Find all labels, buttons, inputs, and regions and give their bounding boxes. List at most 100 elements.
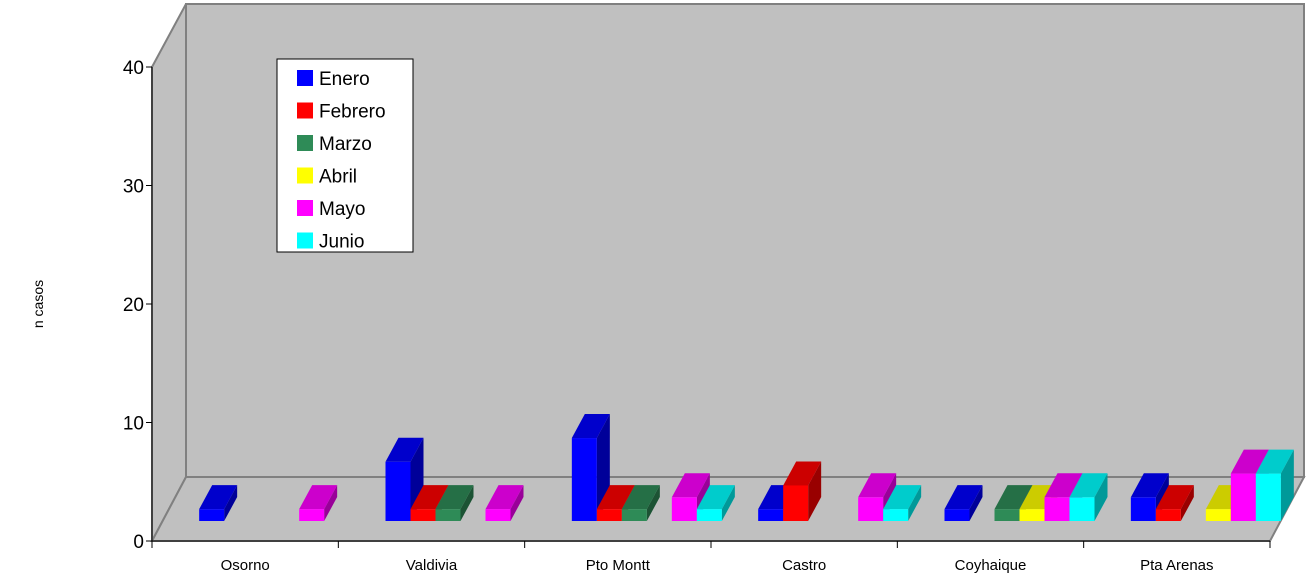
bar-front [671, 497, 697, 521]
bar-top [435, 485, 474, 510]
bar-side [808, 461, 822, 521]
bar-top [199, 485, 238, 510]
x-category-label: Castro [782, 557, 826, 574]
legend-label: Abril [319, 167, 357, 188]
bar-side [721, 485, 735, 521]
x-category-label: Valdivia [406, 557, 458, 574]
bar-top [1155, 485, 1194, 510]
bar-front [485, 509, 511, 521]
y-tick-label: 40 [123, 58, 144, 79]
legend-swatch [297, 232, 313, 249]
bar [571, 414, 610, 521]
bar [883, 485, 922, 521]
bar-front [410, 509, 436, 521]
bar-top [671, 473, 710, 498]
legend: Enero Febrero Marzo Abril Mayo Junio [276, 58, 414, 253]
legend-label: Mayo [319, 199, 365, 220]
bar-front [944, 509, 970, 521]
bar [944, 485, 983, 521]
bar [1255, 449, 1294, 521]
axes: 0 10 20 30 40 Osorno Valdivia Pto Montt Castro Co… [123, 58, 1271, 574]
legend-swatch [297, 70, 313, 86]
bar-side [908, 485, 922, 521]
bar-front [199, 509, 225, 521]
bar [485, 485, 524, 521]
bar-front [385, 461, 411, 521]
bar-front [299, 509, 325, 521]
bar-top [1069, 473, 1108, 498]
legend-swatch [297, 135, 313, 151]
bar-side [1180, 485, 1194, 521]
bar-front [1130, 497, 1156, 521]
bar-front [858, 497, 884, 521]
y-axis-label: n casos [30, 280, 46, 328]
bar [621, 485, 660, 521]
y-tick-label: 10 [123, 414, 144, 435]
bar-front [596, 509, 622, 521]
bar-front [1044, 497, 1070, 521]
legend-label: Junio [319, 232, 364, 253]
bar-top [571, 414, 610, 439]
legend-label: Marzo [319, 134, 372, 155]
bar-front [883, 509, 909, 521]
bar-side [646, 485, 660, 521]
bar-front [696, 509, 722, 521]
bar [783, 461, 822, 521]
bar-front [1255, 473, 1281, 521]
bar [1069, 473, 1108, 521]
bar-top [944, 485, 983, 510]
bar-side [1280, 449, 1294, 521]
bar [1155, 485, 1194, 521]
bar-front [571, 438, 597, 521]
bars [199, 414, 1294, 521]
bar-front [1069, 497, 1095, 521]
x-category-label: Coyhaique [955, 557, 1027, 574]
bar-top [410, 485, 449, 510]
bar-top [1044, 473, 1083, 498]
bar-top [783, 461, 822, 486]
bar-top [1230, 449, 1269, 474]
legend-box [276, 58, 414, 253]
y-tick-label: 20 [123, 295, 144, 316]
y-tick-label: 0 [133, 532, 144, 553]
bar-front [994, 509, 1020, 521]
bar [199, 485, 238, 521]
bar-top [299, 485, 338, 510]
bar-front [1155, 509, 1181, 521]
bar-front [783, 485, 809, 521]
x-category-label: Pto Montt [586, 557, 651, 574]
legend-label: Febrero [319, 102, 386, 123]
bar-front [1230, 473, 1256, 521]
bar-side [1094, 473, 1108, 521]
bar-front [435, 509, 461, 521]
bar-front [1019, 509, 1045, 521]
legend-swatch [297, 200, 313, 216]
legend-label: Enero [319, 69, 370, 90]
bar-side [324, 485, 338, 521]
bar-top [696, 485, 735, 510]
bar-top [1130, 473, 1169, 498]
bar-top [621, 485, 660, 510]
bar [299, 485, 338, 521]
bar-side [460, 485, 474, 521]
bar-top [485, 485, 524, 510]
bar-top [994, 485, 1033, 510]
x-category-label: Pta Arenas [1140, 557, 1213, 574]
bar-side [224, 485, 238, 521]
y-tick-label: 30 [123, 177, 144, 198]
bar-side [969, 485, 983, 521]
bar-front [758, 509, 784, 521]
x-category-label: Osorno [221, 557, 270, 574]
bar-top [883, 485, 922, 510]
bar-front [621, 509, 647, 521]
bar [696, 485, 735, 521]
bar-top [596, 485, 635, 510]
bar-side [510, 485, 524, 521]
legend-swatch [297, 167, 313, 184]
legend-swatch [297, 102, 313, 119]
bar [435, 485, 474, 521]
bar-top [858, 473, 897, 498]
bar-top [1255, 449, 1294, 474]
bar-front [1205, 509, 1231, 521]
